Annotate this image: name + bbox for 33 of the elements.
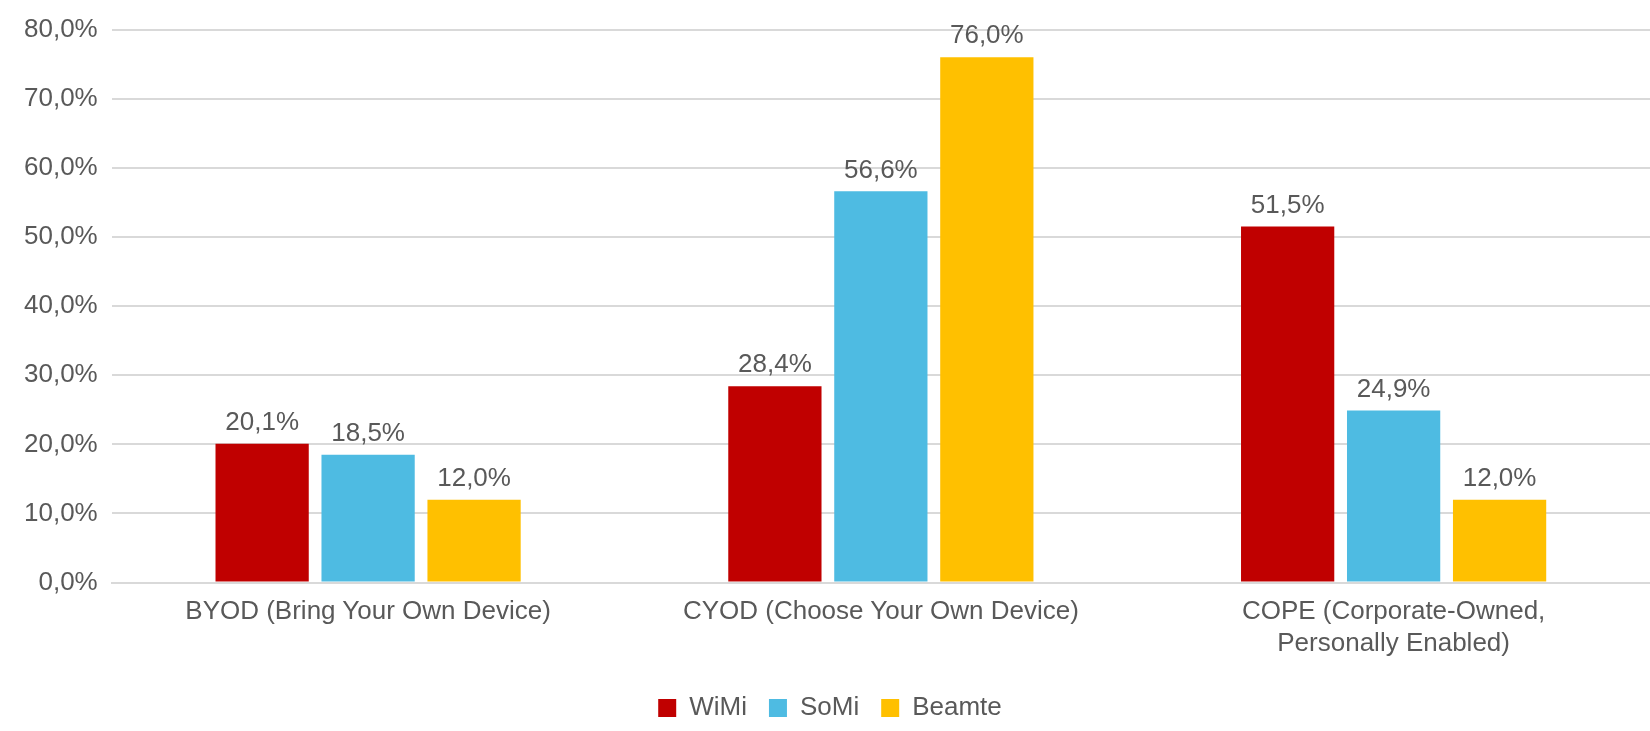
y-tick-label: 60,0% (23, 151, 98, 182)
x-tick-label: COPE (Corporate-Owned, Personally Enabled) (1241, 595, 1546, 657)
bar (1241, 226, 1335, 582)
bar (427, 499, 521, 582)
legend-label: Beamte (912, 691, 1002, 722)
data-label: 20,1% (225, 405, 299, 436)
data-label: 28,4% (738, 348, 812, 379)
bar (1346, 410, 1441, 582)
data-label: 56,6% (843, 153, 918, 184)
bar (215, 443, 309, 582)
legend-label: SoMi (799, 691, 860, 722)
y-tick-label: 0,0% (38, 565, 98, 596)
y-tick-label: 80,0% (23, 12, 98, 43)
data-label: 12,0% (1462, 461, 1537, 492)
data-label: 24,9% (1356, 372, 1431, 403)
data-label: 12,0% (437, 461, 511, 492)
bar (940, 57, 1034, 582)
legend-label: WiMi (689, 691, 747, 722)
y-tick-label: 40,0% (23, 289, 98, 320)
y-tick-label: 70,0% (23, 81, 98, 112)
x-tick-label: BYOD (Bring Your Own Device) (185, 595, 551, 626)
data-label: 51,5% (1250, 188, 1325, 219)
bar (1452, 499, 1547, 582)
bar (321, 454, 415, 582)
y-tick-label: 20,0% (23, 427, 98, 458)
x-tick-label: CYOD (Choose Your Own Device) (682, 595, 1079, 626)
y-tick-label: 10,0% (23, 496, 98, 527)
y-tick-label: 50,0% (23, 220, 98, 251)
y-tick-label: 30,0% (23, 358, 98, 389)
data-label: 18,5% (331, 416, 405, 447)
bar (834, 191, 928, 582)
data-label: 76,0% (949, 19, 1024, 50)
bar (728, 386, 822, 582)
